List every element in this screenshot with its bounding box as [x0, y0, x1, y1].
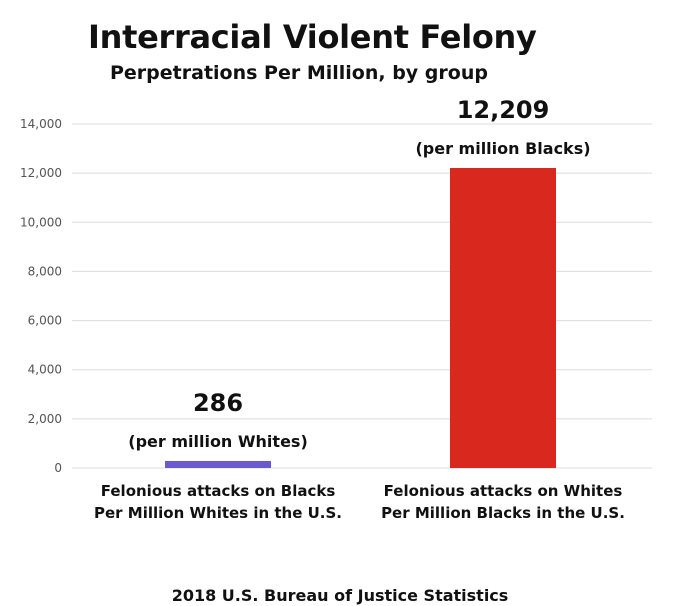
x-axis-labels: Felonious attacks on Blacks Per Million W…: [94, 482, 625, 522]
x-category-label: Felonious attacks on Whites: [384, 482, 623, 500]
y-tick-label: 10,000: [20, 215, 62, 229]
gridlines: [72, 123, 652, 469]
y-tick-label: 6,000: [28, 314, 62, 328]
y-tick-label: 2,000: [28, 412, 62, 426]
bar: [165, 460, 271, 468]
bar-value-label: 286: [193, 389, 243, 417]
y-axis: 0 2,000 4,000 6,000 8,000 10,000 12,000 14,000: [20, 117, 62, 475]
y-tick-label: 8,000: [28, 264, 62, 278]
bar-unit-label: (per million Whites): [128, 432, 308, 451]
bars: [165, 168, 556, 468]
bar: [450, 168, 556, 468]
y-tick-label: 14,000: [20, 117, 62, 131]
y-tick-label: 12,000: [20, 166, 62, 180]
bar-unit-label: (per million Blacks): [415, 139, 590, 158]
chart-title: Interracial Violent Felony: [88, 18, 537, 56]
x-category-label: Per Million Whites in the U.S.: [94, 504, 342, 522]
source-footer: 2018 U.S. Bureau of Justice Statistics: [171, 586, 509, 605]
bar-value-label: 12,209: [457, 96, 550, 124]
bar-value-labels: 286 (per million Whites) 12,209 (per millio…: [128, 96, 590, 451]
y-tick-label: 0: [54, 461, 62, 475]
x-category-label: Felonious attacks on Blacks: [101, 482, 336, 500]
chart-subtitle: Perpetrations Per Million, by group: [110, 62, 488, 84]
y-tick-label: 4,000: [28, 363, 62, 377]
x-category-label: Per Million Blacks in the U.S.: [381, 504, 625, 522]
